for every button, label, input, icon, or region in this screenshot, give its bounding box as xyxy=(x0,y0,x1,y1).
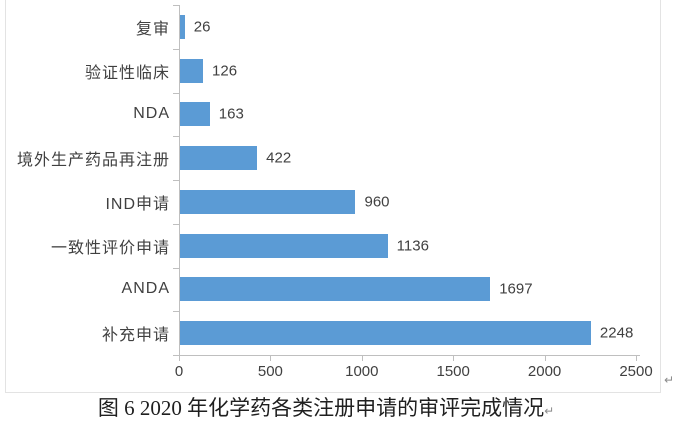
caption-text: 图 6 2020 年化学药各类注册申请的审评完成情况 xyxy=(97,396,545,420)
bar-value-label: 1136 xyxy=(396,237,429,255)
caption-return-mark: ↵ xyxy=(544,404,555,418)
paragraph-return-mark: ↵ xyxy=(664,373,675,387)
value-tick-mark xyxy=(361,356,363,361)
bar xyxy=(180,146,258,171)
category-axis-line xyxy=(179,5,180,355)
category-label: NDA xyxy=(133,105,170,123)
category-label: IND申请 xyxy=(105,195,170,213)
bar xyxy=(180,277,491,302)
value-tick-mark xyxy=(636,356,637,361)
bar xyxy=(180,14,185,39)
value-tick-mark xyxy=(544,356,546,361)
value-tick-label: 1000 xyxy=(345,363,379,380)
bar-value-label: 2248 xyxy=(599,324,634,342)
category-label: ANDA xyxy=(121,280,170,298)
value-axis-line xyxy=(179,355,640,356)
bar xyxy=(180,58,204,83)
value-tick-mark xyxy=(179,356,180,361)
category-tick-mark xyxy=(173,311,179,313)
value-tick-label: 2500 xyxy=(619,363,653,380)
value-tick-label: 500 xyxy=(257,363,283,380)
category-tick-mark xyxy=(173,5,179,6)
bar-value-label: 26 xyxy=(193,18,211,36)
category-tick-mark xyxy=(173,223,179,225)
category-tick-mark xyxy=(173,92,179,94)
category-tick-mark xyxy=(173,355,179,356)
category-label: 补充申请 xyxy=(101,327,170,345)
bar-value-label: 126 xyxy=(212,62,238,80)
bar xyxy=(180,102,210,127)
bar-value-label: 163 xyxy=(218,105,244,123)
value-tick-mark xyxy=(453,356,455,361)
value-tick-label: 1500 xyxy=(436,363,470,380)
bar-value-label: 960 xyxy=(364,193,390,211)
figure-caption: 图 6 2020 年化学药各类注册申请的审评完成情况↵ xyxy=(5,392,647,422)
value-tick-label: 0 xyxy=(174,363,184,380)
bar-value-label: 1697 xyxy=(499,280,533,298)
category-label: 境外生产药品再注册 xyxy=(16,152,170,170)
bar xyxy=(180,189,356,214)
bar-value-label: 422 xyxy=(266,149,292,167)
category-tick-mark xyxy=(173,136,179,138)
category-tick-mark xyxy=(173,267,179,269)
category-tick-mark xyxy=(173,180,179,181)
value-tick-label: 2000 xyxy=(527,363,562,380)
category-label: 复审 xyxy=(135,20,170,38)
bar xyxy=(180,321,591,346)
category-label: 验证性临床 xyxy=(84,64,170,82)
category-label: 一致性评价申请 xyxy=(50,239,170,257)
category-tick-mark xyxy=(173,48,179,50)
bar xyxy=(180,233,388,258)
value-tick-mark xyxy=(270,356,272,361)
